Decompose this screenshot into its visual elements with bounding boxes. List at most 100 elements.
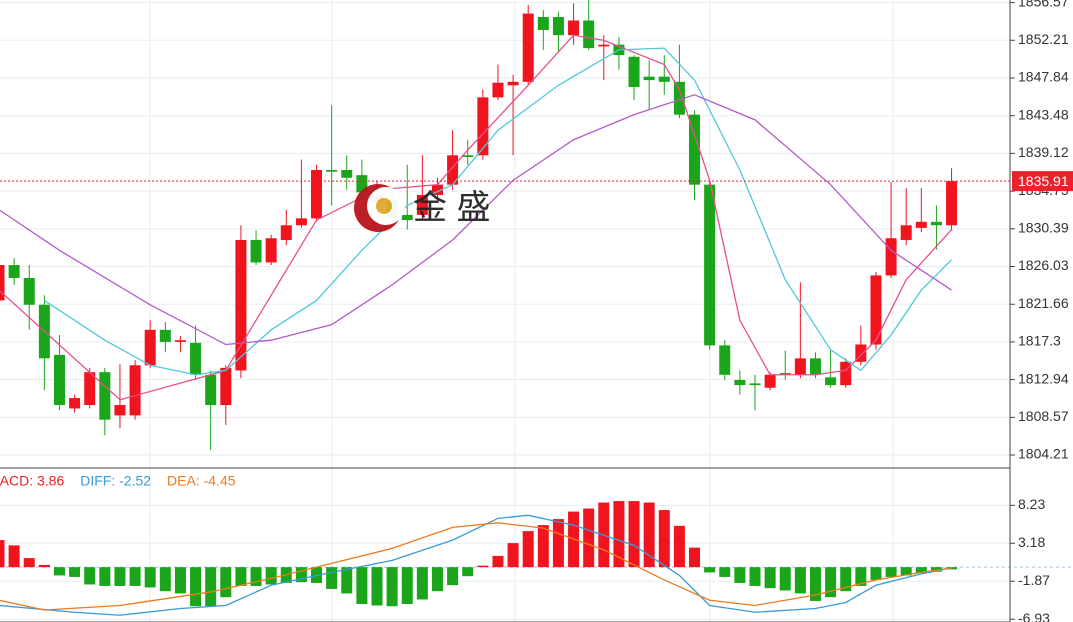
candle-body xyxy=(840,361,852,386)
macd-bar xyxy=(295,567,307,583)
macd-bar xyxy=(552,519,564,568)
macd-bar xyxy=(507,543,519,568)
candle-body xyxy=(870,275,882,345)
macd-bar xyxy=(326,567,338,589)
candle-body xyxy=(84,372,96,406)
candle-body xyxy=(689,114,701,185)
macd-bar xyxy=(205,567,217,607)
macd-bar xyxy=(220,567,232,598)
last-price-box xyxy=(1012,171,1073,192)
candle-body xyxy=(416,195,428,215)
macd-bar xyxy=(613,501,625,568)
ma-line xyxy=(0,34,953,401)
macd-bar xyxy=(159,567,171,592)
macd-bar xyxy=(99,567,111,586)
macd-bar xyxy=(190,567,202,607)
y-tick-label: -6.93 xyxy=(1018,610,1050,622)
candle-body xyxy=(401,214,413,221)
candle-body xyxy=(477,97,489,156)
macd-bar xyxy=(129,567,141,586)
candle-body xyxy=(507,81,519,86)
candle-body xyxy=(220,367,232,406)
candle-body xyxy=(311,169,323,219)
y-tick-label: 1817.3 xyxy=(1018,333,1061,349)
macd-bar xyxy=(658,510,670,568)
candle-body xyxy=(673,81,685,115)
macd-bar xyxy=(794,567,806,594)
ma-line xyxy=(0,514,952,616)
macd-bar xyxy=(431,567,443,592)
macd-bar xyxy=(462,567,474,577)
y-tick-label: 1839.12 xyxy=(1018,144,1069,160)
logo-dot xyxy=(376,198,392,214)
candle-body xyxy=(764,374,776,388)
macd-bar xyxy=(583,508,595,568)
candle-body xyxy=(0,265,5,301)
macd-bar xyxy=(673,525,685,568)
macd-bar xyxy=(643,502,655,568)
candle-body xyxy=(114,405,126,416)
candle-body xyxy=(719,345,731,375)
candle-body xyxy=(704,184,716,346)
candle-body xyxy=(280,225,292,240)
y-tick-label: 1826.03 xyxy=(1018,257,1069,273)
y-tick-label: 1804.21 xyxy=(1018,446,1069,462)
legend-label: DEA: -4.45 xyxy=(167,473,236,489)
ma-line xyxy=(0,94,952,346)
macd-bar xyxy=(114,567,126,586)
candle-body xyxy=(658,76,670,82)
candle-body xyxy=(250,239,262,263)
candle-body xyxy=(643,76,655,81)
macd-bar xyxy=(0,540,5,568)
macd-bar xyxy=(447,567,459,586)
macd-bar xyxy=(915,567,927,574)
candle-body xyxy=(295,218,307,226)
candle-body xyxy=(205,374,217,406)
candle-body xyxy=(174,340,186,342)
macd-bar xyxy=(265,567,277,585)
macd-bar xyxy=(930,567,942,572)
macd-bar xyxy=(477,565,489,568)
macd-bar xyxy=(870,567,882,580)
macd-bar xyxy=(84,567,96,585)
macd-bar xyxy=(53,567,65,576)
candle-body xyxy=(341,169,353,178)
macd-bar xyxy=(855,567,867,586)
macd-bar xyxy=(144,567,156,588)
y-tick-label: 1847.84 xyxy=(1018,69,1069,85)
candle-body xyxy=(159,329,171,342)
candle-body xyxy=(825,377,837,386)
y-tick-label: 1808.57 xyxy=(1018,408,1069,424)
y-tick-label: 1856.57 xyxy=(1018,0,1069,9)
candle-body xyxy=(946,181,958,226)
macd-bar xyxy=(779,567,791,591)
legend-label: MACD: 3.86 xyxy=(0,473,64,489)
macd-bar xyxy=(356,567,368,604)
candle-body xyxy=(53,354,65,406)
macd-bar xyxy=(371,567,383,606)
macd-bar xyxy=(825,567,837,598)
candle-body xyxy=(583,20,595,49)
candle-body xyxy=(69,398,81,409)
ma-line xyxy=(44,47,953,376)
y-tick-label: 3.18 xyxy=(1018,534,1045,550)
watermark: 金 盛 xyxy=(413,189,490,227)
macd-bar xyxy=(386,567,398,607)
candle-body xyxy=(462,155,474,158)
y-tick-label: -1.87 xyxy=(1018,572,1050,588)
macd-bar xyxy=(23,558,35,568)
candle-body xyxy=(492,82,504,98)
macd-bar xyxy=(401,567,413,604)
candle-body xyxy=(537,17,549,30)
macd-bar xyxy=(69,567,81,577)
macd-bar xyxy=(250,567,262,586)
candle-body xyxy=(552,17,564,36)
last-price-label: 1835.91 xyxy=(1018,173,1069,189)
candle-body xyxy=(779,373,791,375)
candle-body xyxy=(265,238,277,263)
y-tick-label: 1852.21 xyxy=(1018,31,1069,47)
macd-bar xyxy=(537,525,549,568)
candle-body xyxy=(855,344,867,362)
macd-bar xyxy=(809,567,821,601)
